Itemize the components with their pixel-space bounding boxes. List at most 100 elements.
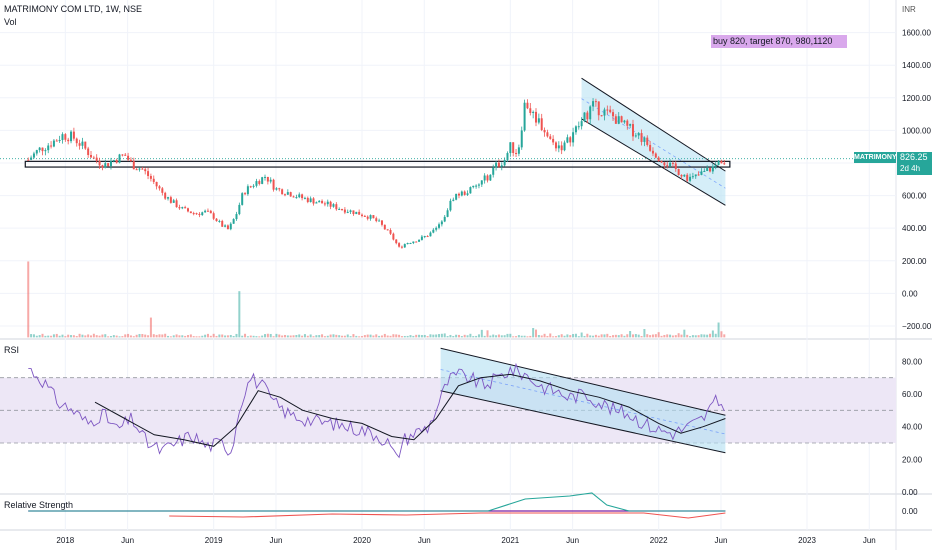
volume-bar (583, 335, 586, 338)
volume-bar (497, 334, 500, 338)
volume-bar (457, 334, 460, 338)
price-candle (691, 176, 694, 178)
price-candle (346, 211, 349, 213)
volume-bar (574, 333, 577, 338)
price-candle (164, 192, 167, 199)
price-candle (409, 243, 412, 245)
time-axis-tick: Jun (270, 536, 283, 545)
volume-bar (172, 335, 175, 338)
price-candle (184, 207, 187, 209)
volume-bar (540, 335, 543, 338)
volume-bar (603, 334, 606, 338)
price-candle (152, 178, 155, 182)
volume-bar (198, 336, 201, 338)
price-candle (343, 209, 346, 213)
price-candle (301, 194, 304, 199)
price-axis-tick: −200.00 (902, 322, 932, 331)
volume-bar (61, 334, 64, 338)
volume-bar (383, 333, 386, 338)
volume-bar (489, 335, 492, 338)
price-candle (238, 204, 241, 215)
volume-bar (141, 334, 144, 338)
volume-bar (283, 334, 286, 338)
price-candle (515, 152, 518, 154)
price-candle (127, 155, 130, 160)
price-axis-tick: 1600.00 (902, 29, 931, 38)
volume-bar (369, 334, 372, 338)
volume-bar (55, 333, 58, 338)
volume-bar (332, 334, 335, 338)
time-axis-tick: 2022 (650, 536, 668, 545)
volume-bar (420, 335, 423, 338)
volume-bar (261, 335, 264, 338)
price-candle (329, 201, 332, 207)
rsi-axis-tick: 20.00 (902, 455, 923, 464)
volume-bar (372, 335, 375, 338)
time-axis-tick: Jun (121, 536, 134, 545)
price-candle (366, 216, 369, 219)
price-candle (64, 134, 67, 140)
price-channel-upper (581, 77, 726, 172)
volume-bar (563, 335, 566, 338)
price-candle (375, 218, 378, 222)
price-candle (246, 186, 249, 195)
volume-bar (78, 333, 81, 338)
rsi-line (28, 362, 725, 459)
price-candle (81, 141, 84, 146)
price-candle (677, 169, 680, 175)
volume-bar (158, 334, 161, 338)
price-candle (566, 137, 569, 143)
volume-bar (554, 336, 557, 338)
price-candle (398, 243, 401, 247)
volume-bar (366, 334, 369, 338)
price-candle (295, 197, 298, 199)
price-candle (358, 211, 361, 215)
price-candle (38, 147, 41, 151)
price-candle (201, 212, 204, 216)
volume-bar (446, 336, 449, 338)
volume-bar (201, 335, 204, 338)
price-candle (649, 144, 652, 151)
price-candle (686, 174, 689, 181)
price-candle (189, 211, 192, 214)
volume-bar (406, 335, 409, 338)
price-candle (472, 185, 475, 188)
price-candle (717, 160, 720, 166)
volume-bar (258, 336, 261, 338)
volume-bar (703, 334, 706, 338)
volume-bar (341, 335, 344, 338)
price-candle (275, 188, 278, 190)
price-axis-tick: 1000.00 (902, 126, 931, 135)
chart-title: MATRIMONY COM LTD, 1W, NSE (4, 4, 143, 14)
price-candle (195, 213, 198, 215)
price-candle (338, 208, 341, 210)
volume-bar (432, 334, 435, 338)
volume-bar (167, 335, 170, 338)
price-candle (526, 102, 529, 109)
volume-bar (27, 261, 30, 338)
volume-bar (244, 333, 247, 338)
price-candle (229, 223, 232, 230)
price-candle (631, 124, 634, 137)
volume-bar (249, 335, 252, 338)
price-candle (446, 210, 449, 217)
price-candle (389, 229, 392, 234)
price-candle (517, 147, 520, 154)
volume-bar (195, 336, 198, 338)
volume-bar (281, 335, 284, 338)
rs-axis-tick: 0.00 (902, 507, 918, 516)
volume-bar (623, 335, 626, 338)
volume-bar (238, 291, 241, 338)
time-axis-tick: Jun (863, 536, 876, 545)
price-candle (283, 194, 286, 196)
volume-bar (714, 333, 717, 338)
price-candle (432, 229, 435, 233)
volume-bar (255, 336, 258, 338)
price-candle (617, 116, 620, 124)
price-candle (537, 118, 540, 123)
price-candle (700, 171, 703, 175)
price-candle (363, 215, 366, 217)
trade-note[interactable]: buy 820, target 870, 980,1120 (711, 35, 847, 48)
